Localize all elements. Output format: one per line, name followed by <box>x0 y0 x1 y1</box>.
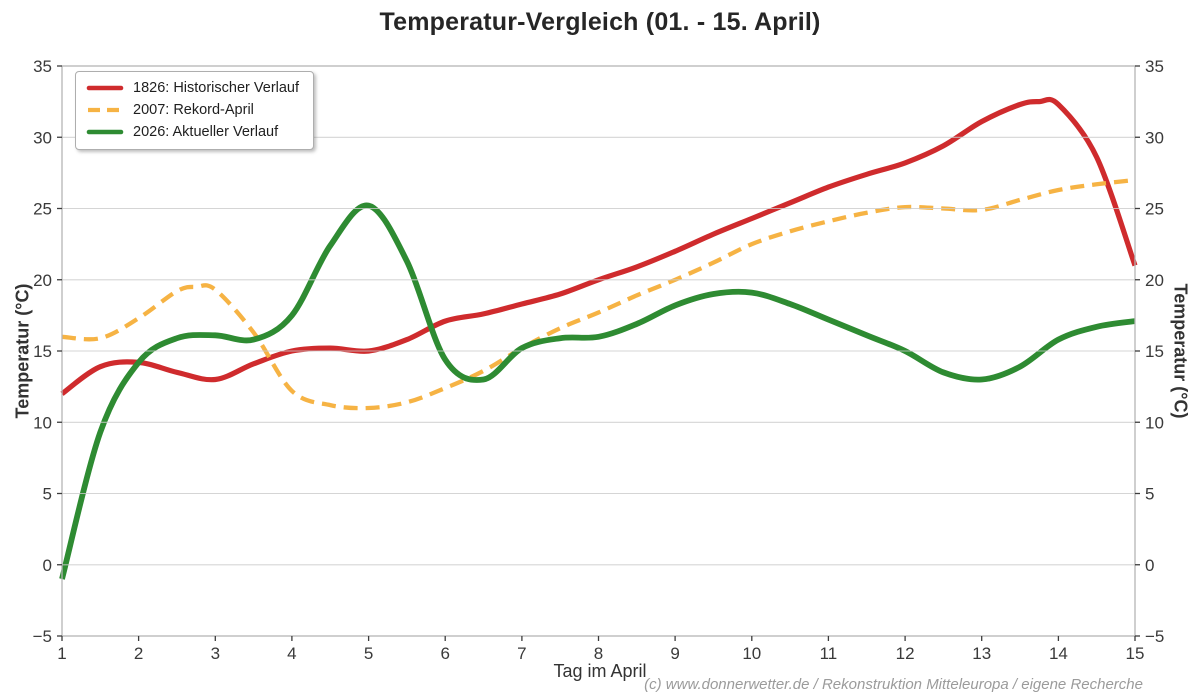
y-tick-label-left: −5 <box>33 627 52 646</box>
y-tick-label-left: 5 <box>43 485 52 504</box>
series-line-2026 <box>59 202 1136 580</box>
y-tick-label-right: −5 <box>1145 627 1164 646</box>
x-tick-label: 15 <box>1126 644 1145 663</box>
y-tick-label-left: 25 <box>33 200 52 219</box>
x-tick-label: 14 <box>1049 644 1068 663</box>
y-tick-label-left: 35 <box>33 57 52 76</box>
y-tick-label-left: 15 <box>33 342 52 361</box>
series-line-1826 <box>60 96 1138 396</box>
x-axis-title: Tag im April <box>553 661 647 681</box>
axis-ticks <box>57 65 1140 641</box>
y-tick-label-right: 25 <box>1145 200 1164 219</box>
x-tick-label: 10 <box>742 644 761 663</box>
y-tick-label-left: 20 <box>33 271 52 290</box>
y-tick-label-right: 15 <box>1145 342 1164 361</box>
series-curves <box>59 96 1138 580</box>
x-tick-label: 4 <box>287 644 296 663</box>
y-tick-label-left: 0 <box>43 556 52 575</box>
legend: 1826: Historischer Verlauf 2007: Rekord-… <box>75 71 315 150</box>
legend-item-1826: 1826: Historischer Verlauf <box>86 80 299 96</box>
legend-label-2007: 2007: Rekord-April <box>133 102 254 118</box>
x-tick-label: 13 <box>972 644 991 663</box>
dashed-line-icon <box>88 107 122 113</box>
x-tick-label: 2 <box>134 644 143 663</box>
copyright-note: (c) www.donnerwetter.de / Rekonstruktion… <box>644 676 1143 693</box>
legend-item-2026: 2026: Aktueller Verlauf <box>86 124 299 140</box>
solid-line-icon <box>86 85 124 91</box>
y-tick-label-right: 5 <box>1145 485 1154 504</box>
x-tick-label: 11 <box>820 644 838 663</box>
y-tick-label-right: 35 <box>1145 57 1164 76</box>
y-tick-label-right: 10 <box>1145 413 1164 432</box>
gridlines <box>62 136 1135 566</box>
solid-line-icon <box>86 129 124 135</box>
series-line-2007 <box>61 177 1136 411</box>
legend-item-2007: 2007: Rekord-April <box>86 102 299 118</box>
x-tick-label: 5 <box>364 644 373 663</box>
chart-title: Temperatur-Vergleich (01. - 15. April) <box>379 8 821 36</box>
x-tick-label: 7 <box>517 644 526 663</box>
x-tick-label: 12 <box>896 644 915 663</box>
y-tick-label-left: 30 <box>33 128 52 147</box>
x-tick-label: 1 <box>57 644 66 663</box>
x-tick-label: 6 <box>440 644 449 663</box>
y-tick-label-right: 0 <box>1145 556 1154 575</box>
y-tick-label-right: 20 <box>1145 271 1164 290</box>
x-tick-label: 9 <box>670 644 679 663</box>
legend-label-1826: 1826: Historischer Verlauf <box>133 80 300 96</box>
x-tick-label: 3 <box>211 644 220 663</box>
y-tick-label-right: 30 <box>1145 128 1164 147</box>
legend-label-2026: 2026: Aktueller Verlauf <box>133 124 279 140</box>
y-tick-label-left: 10 <box>33 413 52 432</box>
x-tick-label: 8 <box>594 644 603 663</box>
